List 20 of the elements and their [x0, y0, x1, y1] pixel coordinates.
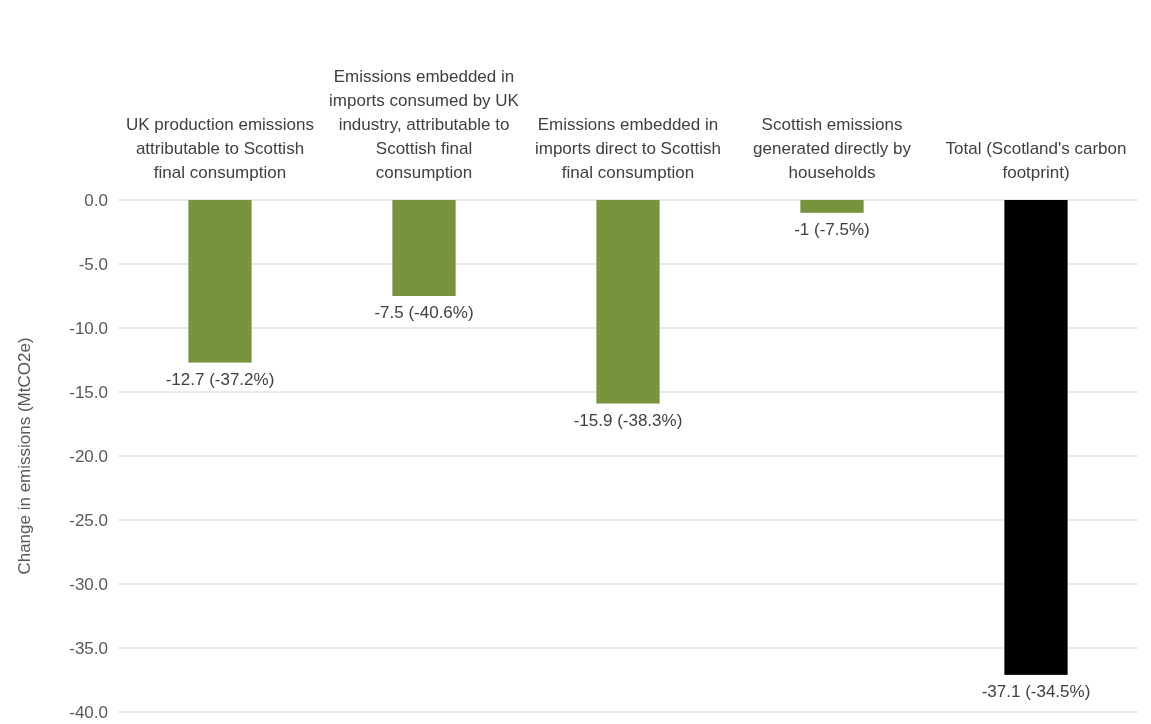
y-tick-label: -40.0: [69, 702, 108, 722]
y-tick-label: -15.0: [69, 382, 108, 402]
y-tick-label: -30.0: [69, 574, 108, 594]
y-tick-label: -10.0: [69, 318, 108, 338]
x-tick-label: Emissions embedded in imports consumed by UK industry, attributable to Scottish final consumption: [329, 67, 520, 182]
data-label: -12.7 (-37.2%): [165, 369, 275, 389]
y-tick-label: -20.0: [69, 446, 108, 466]
data-label: -15.9 (-38.3%): [573, 410, 683, 430]
y-tick-label: -35.0: [69, 638, 108, 658]
data-label: -7.5 (-40.6%): [374, 303, 474, 322]
data-label: -1 (-7.5%): [794, 219, 870, 239]
y-tick-label: 0.0: [84, 190, 108, 210]
y-tick-label: -5.0: [78, 254, 108, 274]
x-tick-label: Emissions embedded in imports direct to Scottish final consumption: [534, 115, 722, 182]
x-tick-label: Scottish emissions generated directly by households: [753, 115, 912, 182]
data-label: -37.1 (-34.5%): [981, 681, 1091, 701]
x-tick-label: UK production emissions attributable to Scottish final consumption: [125, 115, 315, 182]
x-tick-label: Total (Scotland's carbon footprint): [945, 139, 1127, 182]
y-tick-label: -25.0: [69, 510, 108, 530]
y-axis-title: Change in emissions (MtCO2e): [15, 337, 34, 575]
